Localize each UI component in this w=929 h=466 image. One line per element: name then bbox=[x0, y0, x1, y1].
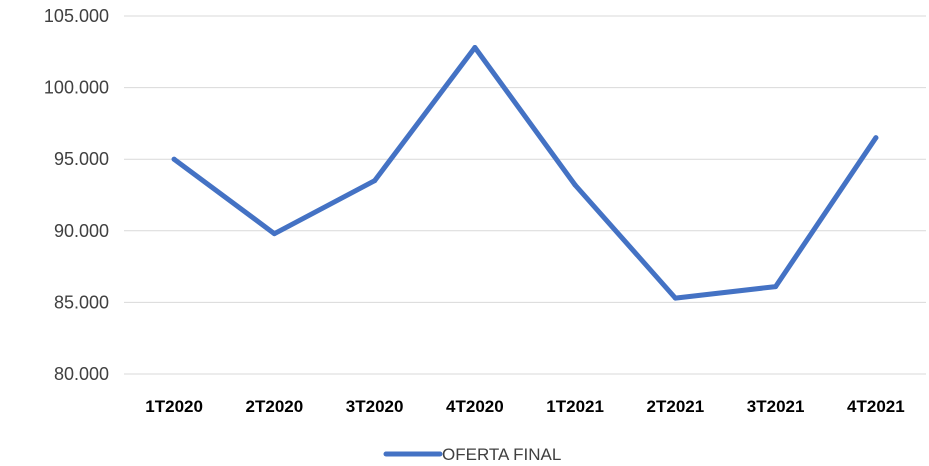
data-point bbox=[271, 231, 277, 237]
y-tick-label: 90.000 bbox=[54, 221, 109, 241]
data-point bbox=[773, 284, 779, 290]
legend-label: OFERTA FINAL bbox=[442, 445, 561, 464]
x-tick-label: 1T2020 bbox=[145, 397, 203, 416]
x-tick-label: 3T2021 bbox=[747, 397, 805, 416]
y-axis-tick-labels: 80.000 85.000 90.000 95.000 100.000 105.000 bbox=[44, 6, 109, 384]
y-tick-label: 85.000 bbox=[54, 292, 109, 312]
legend: OFERTA FINAL bbox=[383, 445, 561, 464]
y-tick-label: 100.000 bbox=[44, 78, 109, 98]
x-tick-label: 1T2021 bbox=[546, 397, 604, 416]
data-point bbox=[572, 182, 578, 188]
x-tick-label: 4T2020 bbox=[446, 397, 504, 416]
y-tick-label: 105.000 bbox=[44, 6, 109, 26]
x-tick-label: 2T2021 bbox=[647, 397, 705, 416]
x-tick-label: 3T2020 bbox=[346, 397, 404, 416]
series-lines bbox=[171, 45, 879, 301]
y-tick-label: 80.000 bbox=[54, 364, 109, 384]
data-point bbox=[672, 295, 678, 301]
data-point bbox=[372, 178, 378, 184]
data-point bbox=[873, 135, 879, 141]
data-point bbox=[171, 156, 177, 162]
y-tick-label: 95.000 bbox=[54, 149, 109, 169]
x-tick-label: 4T2021 bbox=[847, 397, 905, 416]
gridlines bbox=[124, 15, 926, 375]
series-line-oferta-final bbox=[171, 45, 879, 301]
x-axis-tick-labels: 1T2020 2T2020 3T2020 4T2020 1T2021 2T2021 3T20… bbox=[145, 397, 904, 416]
data-point bbox=[472, 45, 478, 51]
x-tick-label: 2T2020 bbox=[246, 397, 304, 416]
